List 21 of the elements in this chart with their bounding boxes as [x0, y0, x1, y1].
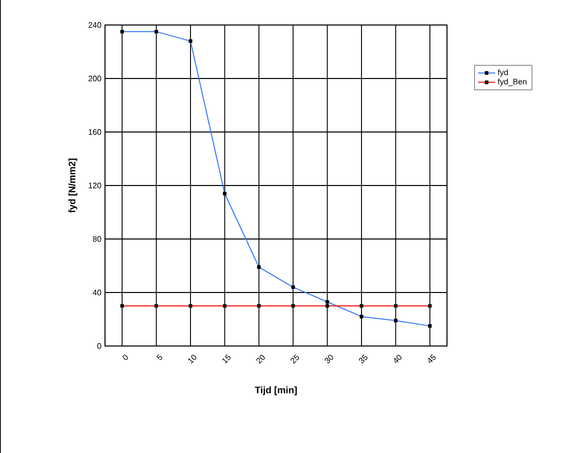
x-tick-label: 45	[428, 354, 436, 364]
y-tick-label: 40	[92, 290, 102, 296]
y-tick-label: 80	[92, 236, 102, 242]
legend-label: fyd_Ben	[498, 78, 526, 86]
x-tick-label: 20	[256, 354, 265, 364]
x-tick-label: 10	[188, 354, 196, 364]
legend-label: fyd	[498, 69, 508, 77]
y-tick-label: 240	[88, 22, 102, 28]
x-tick-label: 15	[222, 354, 231, 364]
x-tick-label: 0	[122, 354, 128, 360]
x-tick-label: 35	[358, 354, 368, 364]
x-axis-title: Tijd [min]	[254, 386, 297, 396]
y-tick-label: 160	[88, 129, 102, 135]
x-tick-label: 25	[290, 354, 299, 364]
y-tick-label: 200	[88, 76, 102, 82]
y-tick-label: 0	[97, 343, 102, 349]
y-tick-label: 120	[88, 182, 102, 188]
x-tick-label: 5	[156, 354, 162, 360]
x-tick-label: 30	[324, 354, 334, 364]
y-axis-title: fyd [N/mm2]	[68, 158, 78, 213]
x-tick-label: 40	[394, 354, 402, 364]
